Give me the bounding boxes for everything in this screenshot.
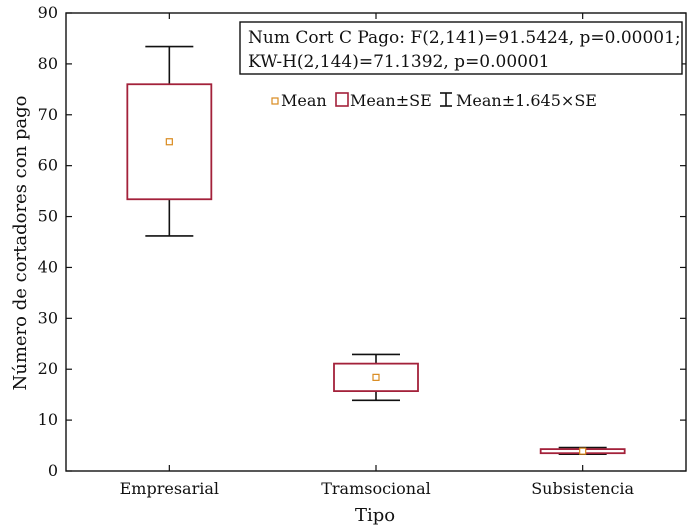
box-group-subsistencia	[539, 446, 626, 456]
y-tick-label: 80	[38, 54, 58, 73]
stats-box: Num Cort C Pago: F(2,141)=91.5424, p=0.0…	[239, 21, 683, 75]
stats-box-frame	[239, 21, 683, 75]
y-tick-label: 20	[38, 359, 58, 378]
y-tick-label: 0	[48, 461, 58, 480]
legend: Mean Mean±SE Mean±1.645×SE	[271, 91, 597, 110]
legend-mean-marker	[271, 97, 279, 105]
y-tick-label: 40	[38, 257, 58, 276]
box-group-tramsocional	[333, 353, 419, 402]
x-tick-label: Tramsocional	[321, 479, 431, 498]
plot-frame	[65, 12, 687, 472]
y-tick-label: 70	[38, 105, 58, 124]
legend-label-mean: Mean	[281, 91, 327, 110]
y-tick-label: 10	[38, 410, 58, 429]
x-tick-label: Empresarial	[120, 479, 219, 498]
legend-label-mean-se: Mean±SE	[350, 91, 432, 110]
y-tick-label: 60	[38, 156, 58, 175]
stats-line-2: KW-H(2,144)=71.1392, p=0.00001	[248, 52, 550, 72]
y-tick-label: 50	[38, 207, 58, 226]
legend-label-mean-1645-se: Mean±1.645×SE	[456, 91, 597, 110]
legend-whisker-marker	[440, 92, 452, 107]
x-tick-label: Subsistencia	[531, 479, 634, 498]
legend-box-marker	[335, 92, 349, 107]
stats-line-1: Num Cort C Pago: F(2,141)=91.5424, p=0.0…	[248, 28, 681, 48]
y-axis-title: Número de cortadores con pago	[10, 95, 31, 390]
y-tick-label: 30	[38, 308, 58, 327]
y-tick-label: 90	[38, 3, 58, 22]
box-group-empresarial	[126, 45, 213, 237]
y-axis: 0 10 20 30 40 50 60 70 80 90	[38, 3, 686, 480]
x-axis: Empresarial Tramsocional Subsistencia	[120, 13, 635, 498]
mean-marker	[372, 373, 380, 381]
mean-marker	[579, 447, 587, 455]
plot-area	[65, 12, 687, 472]
mean-marker	[165, 138, 173, 146]
x-axis-title: Tipo	[355, 505, 395, 526]
